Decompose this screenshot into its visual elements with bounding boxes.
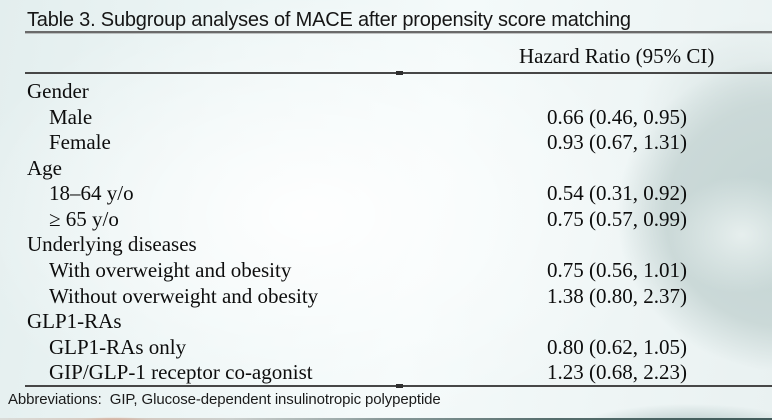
row-value: 0.66 (0.46, 0.95): [547, 104, 687, 129]
table-row: Female 0.93 (0.67, 1.31): [0, 130, 772, 156]
row-label: Without overweight and obesity: [49, 283, 319, 308]
row-label: GLP1-RAs: [27, 309, 122, 334]
header-rule: [25, 71, 772, 75]
cell-border-tick: [396, 71, 403, 75]
table-row: GLP1-RAs only 0.80 (0.62, 1.05): [0, 335, 772, 361]
row-label: Underlying diseases: [27, 232, 197, 257]
abbreviations-note: Abbreviations: GIP, Glucose-dependent in…: [8, 391, 441, 408]
row-value: 0.75 (0.57, 0.99): [547, 206, 687, 231]
row-label: Gender: [27, 79, 89, 103]
row-label: Female: [49, 130, 111, 155]
table-row: Without overweight and obesity 1.38 (0.8…: [0, 284, 772, 310]
table-row: Gender: [0, 79, 772, 105]
table-row: 18–64 y/o 0.54 (0.31, 0.92): [0, 181, 772, 207]
row-label: GLP1-RAs only: [49, 334, 187, 359]
row-value: 1.23 (0.68, 2.23): [547, 360, 687, 385]
bottom-rule: [25, 384, 772, 388]
table-row: Underlying diseases: [0, 232, 772, 258]
row-value: 0.54 (0.31, 0.92): [547, 181, 687, 206]
row-label: ≥ 65 y/o: [49, 206, 119, 231]
row-value: 1.38 (0.80, 2.37): [547, 283, 687, 308]
row-label: Age: [27, 155, 62, 180]
column-header-hazard-ratio: Hazard Ratio (95% CI): [519, 44, 715, 68]
row-value: 0.75 (0.56, 1.01): [547, 258, 687, 283]
table-row: GIP/GLP-1 receptor co-agonist 1.23 (0.68…: [0, 360, 772, 386]
table-row: Male 0.66 (0.46, 0.95): [0, 105, 772, 131]
row-value: 0.80 (0.62, 1.05): [547, 334, 687, 359]
table-row: Age: [0, 156, 772, 182]
table-row: ≥ 65 y/o 0.75 (0.57, 0.99): [0, 207, 772, 233]
row-label: 18–64 y/o: [49, 181, 134, 206]
cell-border-tick: [396, 384, 403, 388]
row-label: GIP/GLP-1 receptor co-agonist: [49, 360, 313, 385]
title-underline: [25, 31, 772, 33]
table-row: With overweight and obesity 0.75 (0.56, …: [0, 258, 772, 284]
row-label: Male: [49, 104, 93, 129]
table-row: GLP1-RAs: [0, 309, 772, 335]
table-body: Gender Male 0.66 (0.46, 0.95) Female 0.9…: [0, 79, 772, 386]
row-value: 0.93 (0.67, 1.31): [547, 130, 687, 155]
row-label: With overweight and obesity: [49, 258, 292, 283]
table-title: Table 3. Subgroup analyses of MACE after…: [27, 9, 631, 31]
